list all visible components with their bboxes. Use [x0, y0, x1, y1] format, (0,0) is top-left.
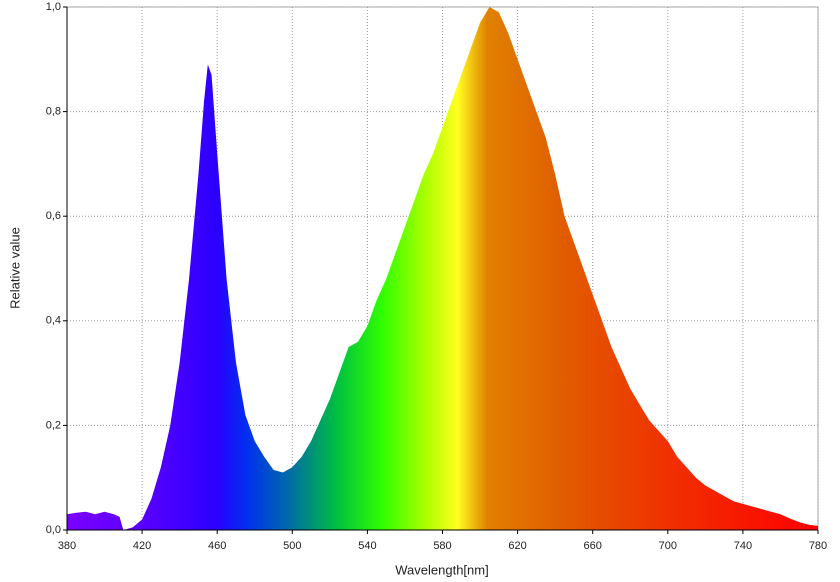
x-axis-label: Wavelength[nm]	[395, 562, 488, 577]
x-tick-label: 660	[584, 540, 602, 552]
x-tick-label: 740	[734, 540, 752, 552]
y-tick-label: 0,8	[46, 106, 61, 118]
y-tick-label: 0,2	[46, 419, 61, 431]
x-tick-label: 780	[809, 540, 827, 552]
y-tick-label: 0,4	[46, 315, 61, 327]
x-tick-label: 700	[659, 540, 677, 552]
x-tick-label: 420	[133, 540, 151, 552]
x-tick-label: 580	[433, 540, 451, 552]
x-tick-label: 380	[58, 540, 76, 552]
x-tick-label: 460	[208, 540, 226, 552]
spectrum-area	[67, 7, 818, 530]
y-tick-label: 0,0	[46, 524, 61, 536]
x-tick-label: 620	[508, 540, 526, 552]
y-tick-label: 0,6	[46, 210, 61, 222]
x-tick-label: 540	[358, 540, 376, 552]
y-tick-label: 1,0	[46, 1, 61, 13]
x-tick-label: 500	[283, 540, 301, 552]
y-axis-label: Relative value	[7, 227, 22, 309]
